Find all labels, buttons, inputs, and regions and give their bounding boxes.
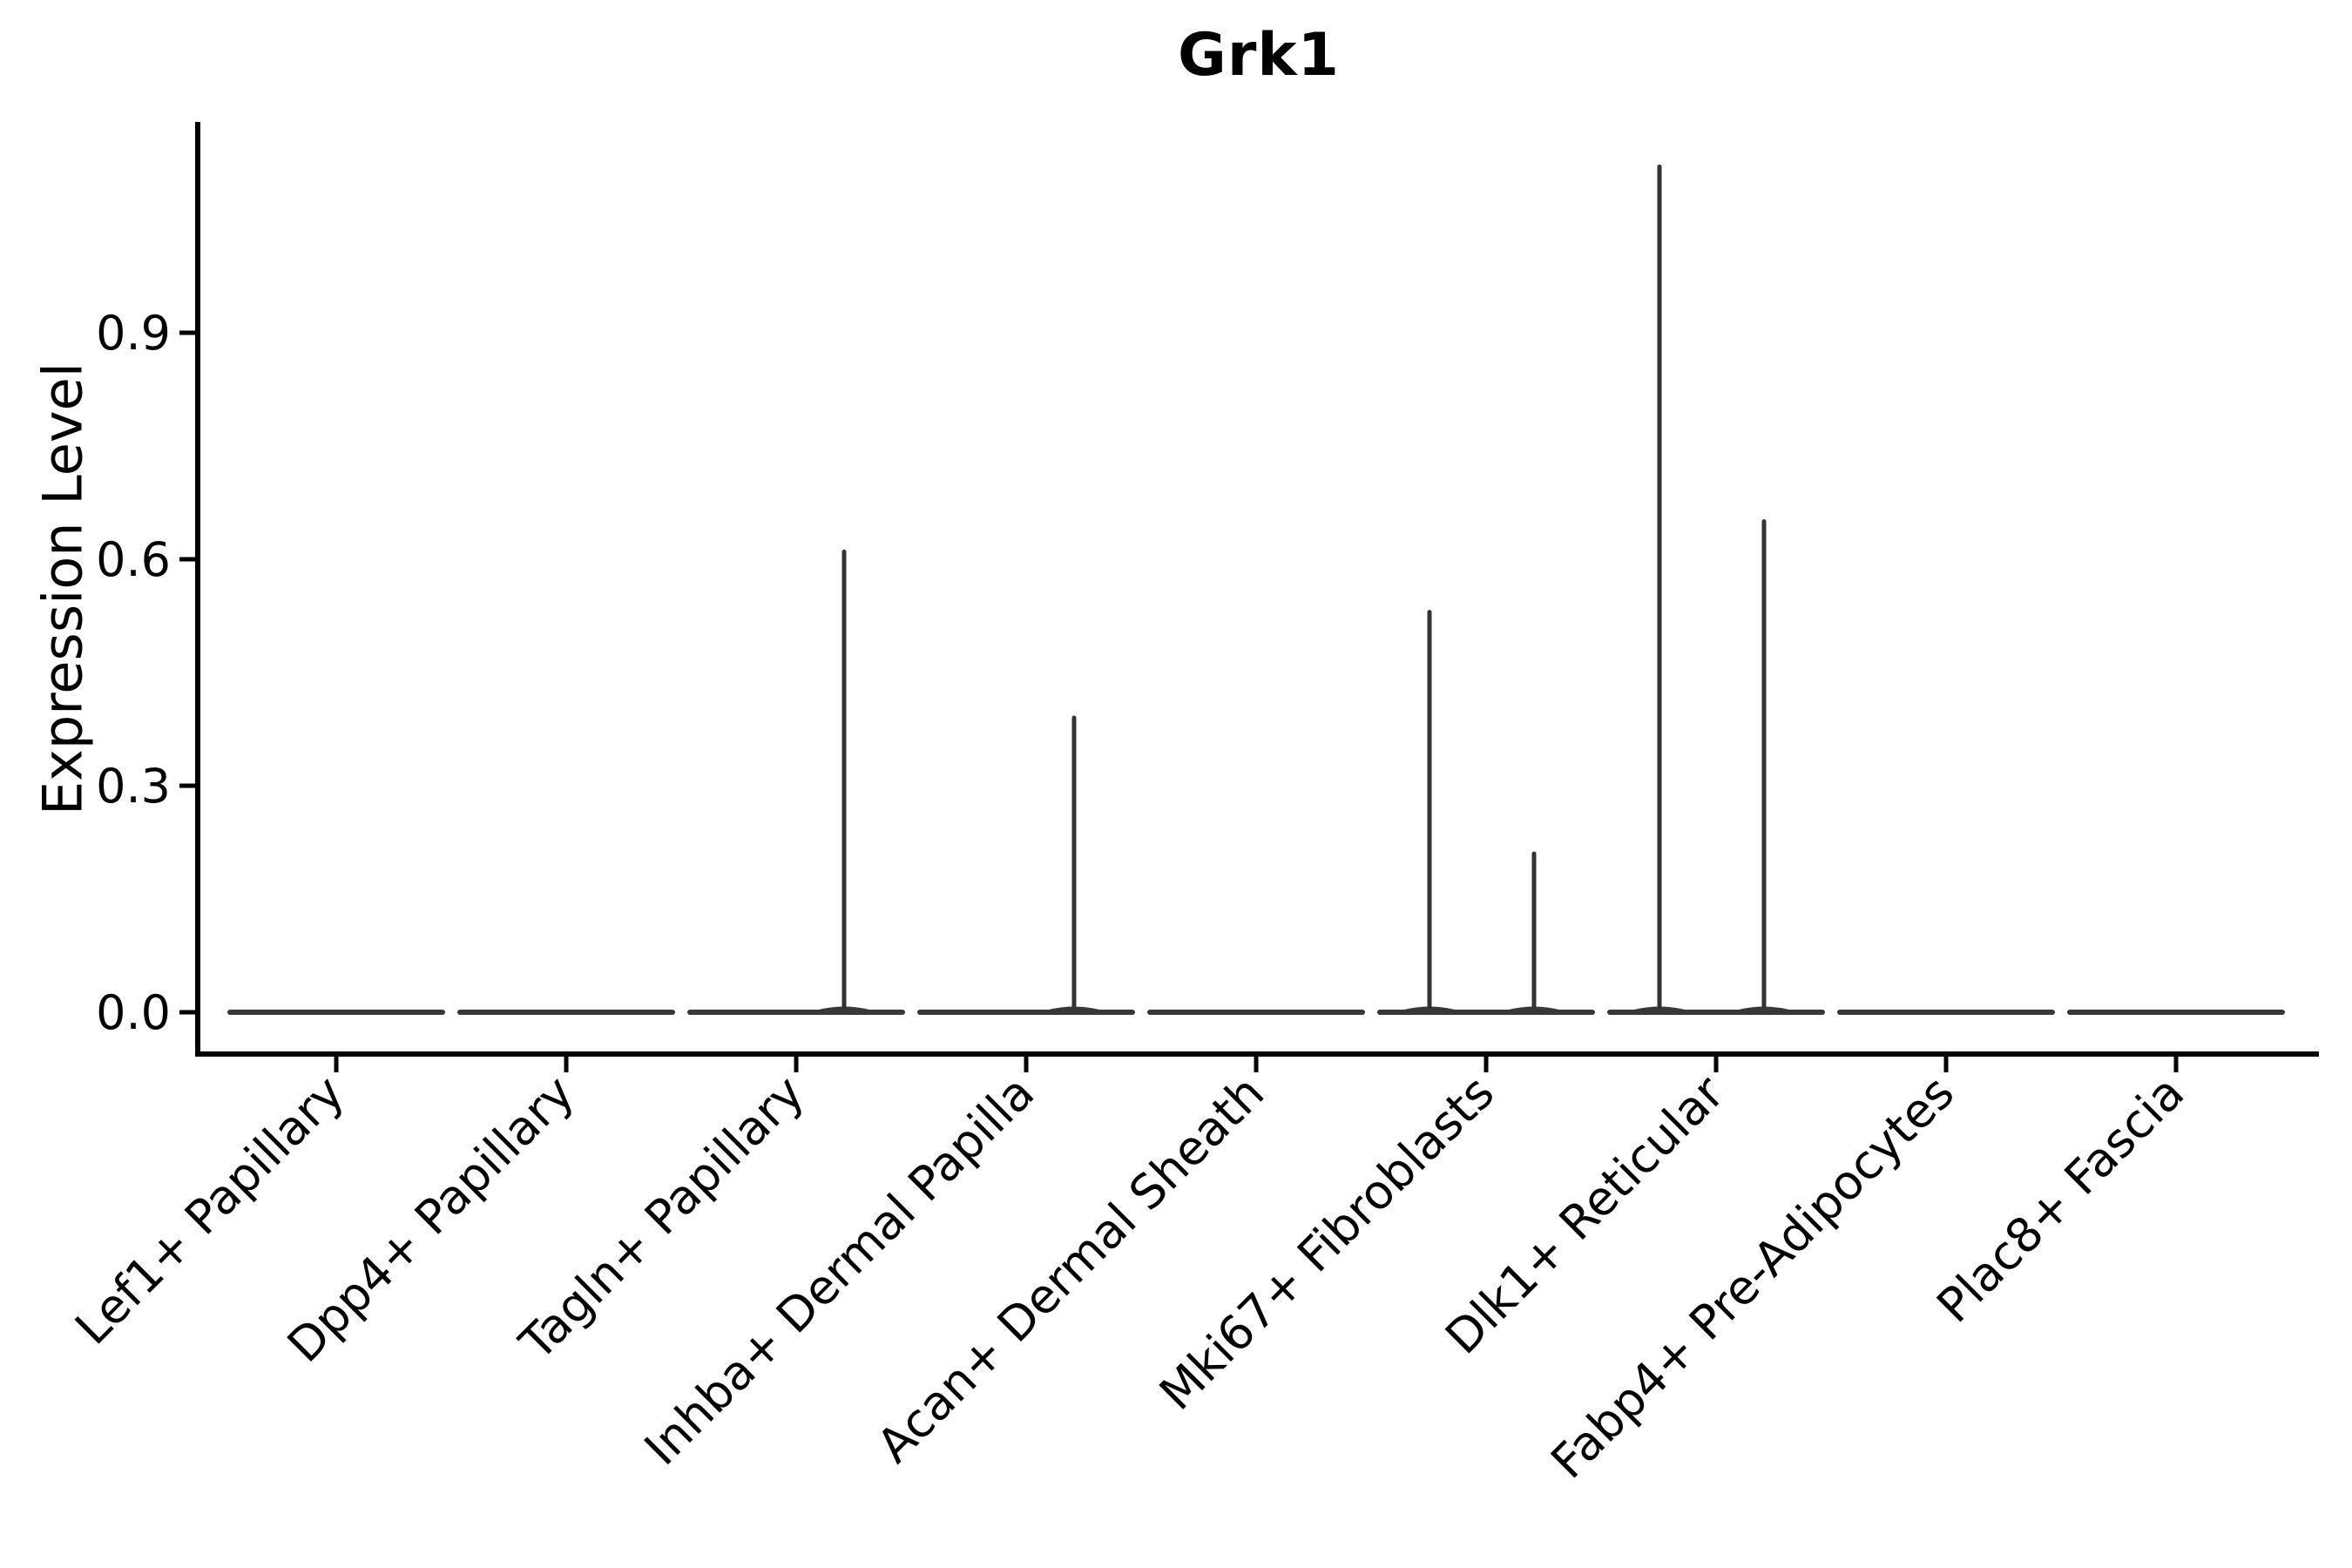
- x-tick-label: Inhba+ Dermal Papilla: [634, 1065, 1044, 1476]
- axes: [195, 122, 2319, 1057]
- y-axis: 0.0 0.3 0.6 0.9: [96, 306, 195, 1040]
- violins: [227, 164, 2285, 1015]
- y-tick-label: 0.0: [96, 985, 171, 1040]
- y-tick-label: 0.3: [96, 759, 171, 814]
- violin: [1607, 164, 1825, 1015]
- violin: [687, 549, 905, 1015]
- x-tick-label: Plac8+ Fascia: [1926, 1065, 2194, 1334]
- x-tick-label: Acan+ Dermal Sheath: [867, 1065, 1274, 1473]
- y-tick-label: 0.6: [96, 532, 171, 587]
- y-tick-label: 0.9: [96, 306, 171, 361]
- violin: [917, 715, 1135, 1015]
- plot-title: Grk1: [1178, 21, 1340, 90]
- violin: [1377, 610, 1595, 1015]
- x-tick-label: Fabp4+ Pre-Adipocytes: [1540, 1065, 1964, 1490]
